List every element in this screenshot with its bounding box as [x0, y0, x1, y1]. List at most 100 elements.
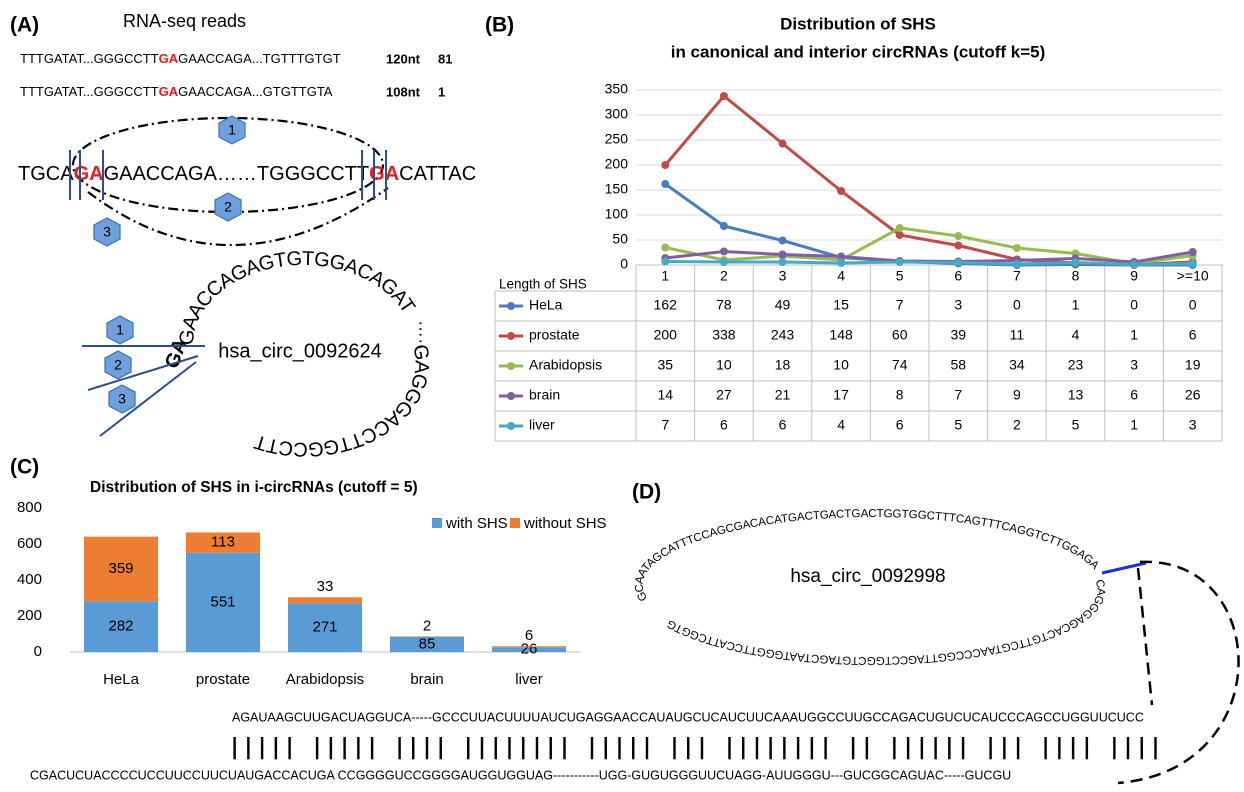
table-cell: 18	[775, 357, 791, 373]
panel-a-title: RNA-seq reads	[123, 11, 246, 31]
read-sequence: TTTGATAT...GGGCCTTGAGAACCAGA...TGTTTGTGT	[20, 51, 341, 66]
marker: 3	[94, 218, 120, 246]
svg-text:1: 1	[228, 122, 236, 138]
chart-title: in canonical and interior circRNAs (cuto…	[671, 42, 1046, 61]
legend-marker	[507, 332, 515, 340]
y-tick-label: 200	[17, 607, 42, 624]
x-tick-label: >=10	[1177, 268, 1209, 284]
point	[954, 232, 962, 240]
table-cell: 10	[833, 357, 849, 373]
marker: 1	[219, 116, 245, 144]
table-cell: 6	[720, 417, 728, 433]
table-cell: 200	[654, 327, 678, 343]
point	[837, 259, 845, 267]
read-length: 120nt	[386, 51, 421, 66]
point	[1013, 260, 1021, 268]
table-cell: 58	[951, 357, 967, 373]
table-cell: 10	[716, 357, 732, 373]
legend-label: Arabidopsis	[529, 357, 602, 373]
y-tick-label: 800	[17, 499, 42, 516]
y-tick-label: 400	[17, 571, 42, 588]
point	[661, 244, 669, 252]
point	[837, 187, 845, 195]
table-cell: 8	[896, 387, 904, 403]
table-cell: 21	[775, 387, 791, 403]
point	[1189, 260, 1197, 268]
point	[896, 224, 904, 232]
junction-sequence: TGCAGAGAACCAGA……TGGGCCTTGACATTAC	[18, 163, 476, 185]
x-tick-label: 3	[779, 268, 787, 284]
point	[1072, 259, 1080, 267]
value-label: 551	[210, 593, 235, 610]
y-tick-label: 350	[605, 81, 629, 97]
marker: 2	[105, 351, 131, 379]
panel-label: (C)	[10, 456, 39, 479]
table-cell: 162	[654, 297, 678, 313]
circ-name: hsa_circ_0092998	[790, 566, 945, 587]
table-cell: 4	[837, 417, 845, 433]
pairing-arc	[1138, 568, 1152, 705]
alignment-bottom: CGACUCUACCCCUCCUUCCUUCUAUGACCACUGA CCGGG…	[30, 768, 1011, 782]
point	[1189, 248, 1197, 256]
table-cell: 148	[829, 327, 853, 343]
point	[661, 180, 669, 188]
table-cell: 1	[1130, 417, 1138, 433]
x-tick-label: 8	[1072, 268, 1080, 284]
table-cell: 1	[1072, 297, 1080, 313]
value-label: 2	[423, 617, 431, 634]
cut-lines	[82, 346, 205, 436]
point	[661, 258, 669, 266]
y-tick-label: 150	[605, 181, 629, 197]
table-cell: 7	[954, 387, 962, 403]
series-line	[665, 228, 1192, 264]
table-cell: 74	[892, 357, 908, 373]
table-cell: 5	[954, 417, 962, 433]
table-cell: 2	[1013, 417, 1021, 433]
table-cell: 19	[1185, 357, 1201, 373]
table-header: Length of SHS	[499, 277, 587, 292]
bar-segment	[492, 646, 566, 647]
read-length: 108nt	[386, 84, 421, 99]
legend-label: HeLa	[529, 297, 563, 313]
point	[954, 259, 962, 267]
legend-label: brain	[529, 387, 560, 403]
svg-text:2: 2	[114, 357, 122, 373]
legend-label: liver	[529, 417, 555, 433]
table-cell: 26	[1185, 387, 1201, 403]
x-tick-label: 2	[720, 268, 728, 284]
table-cell: 17	[833, 387, 849, 403]
table-cell: 60	[892, 327, 908, 343]
value-label: 271	[312, 619, 337, 636]
point	[720, 258, 728, 266]
table-cell: 14	[658, 387, 674, 403]
circ-sequence: GAACCAGAGTGTGGACAGAT	[176, 248, 419, 346]
point	[720, 248, 728, 256]
table-cell: 3	[954, 297, 962, 313]
legend-marker	[507, 392, 515, 400]
series-line	[665, 96, 1192, 265]
point	[779, 251, 787, 259]
svg-text:1: 1	[116, 322, 124, 338]
x-tick-label: Arabidopsis	[286, 671, 364, 688]
legend-label: without SHS	[523, 515, 607, 532]
marker: 3	[109, 385, 135, 413]
point	[779, 258, 787, 266]
point	[720, 92, 728, 100]
legend-marker	[507, 422, 515, 430]
read-count: 1	[438, 84, 445, 99]
x-tick-label: brain	[410, 671, 443, 688]
svg-text:3: 3	[118, 391, 126, 407]
table-cell: 3	[1189, 417, 1197, 433]
table-cell: 0	[1189, 297, 1197, 313]
value-label: 33	[317, 578, 334, 595]
point	[896, 258, 904, 266]
table-cell: 0	[1130, 297, 1138, 313]
table-cell: 39	[951, 327, 967, 343]
alignment-top: AGAUAAGCUUGACUAGGUCA-----GCCCUUACUUUUAUC…	[232, 710, 1144, 724]
table-cell: 35	[658, 357, 674, 373]
chart-c: Distribution of SHS in i-circRNAs (cutof…	[17, 479, 607, 688]
x-tick-label: 4	[837, 268, 845, 284]
point	[661, 161, 669, 169]
point	[1130, 261, 1138, 269]
panel-label: (D)	[632, 481, 661, 504]
